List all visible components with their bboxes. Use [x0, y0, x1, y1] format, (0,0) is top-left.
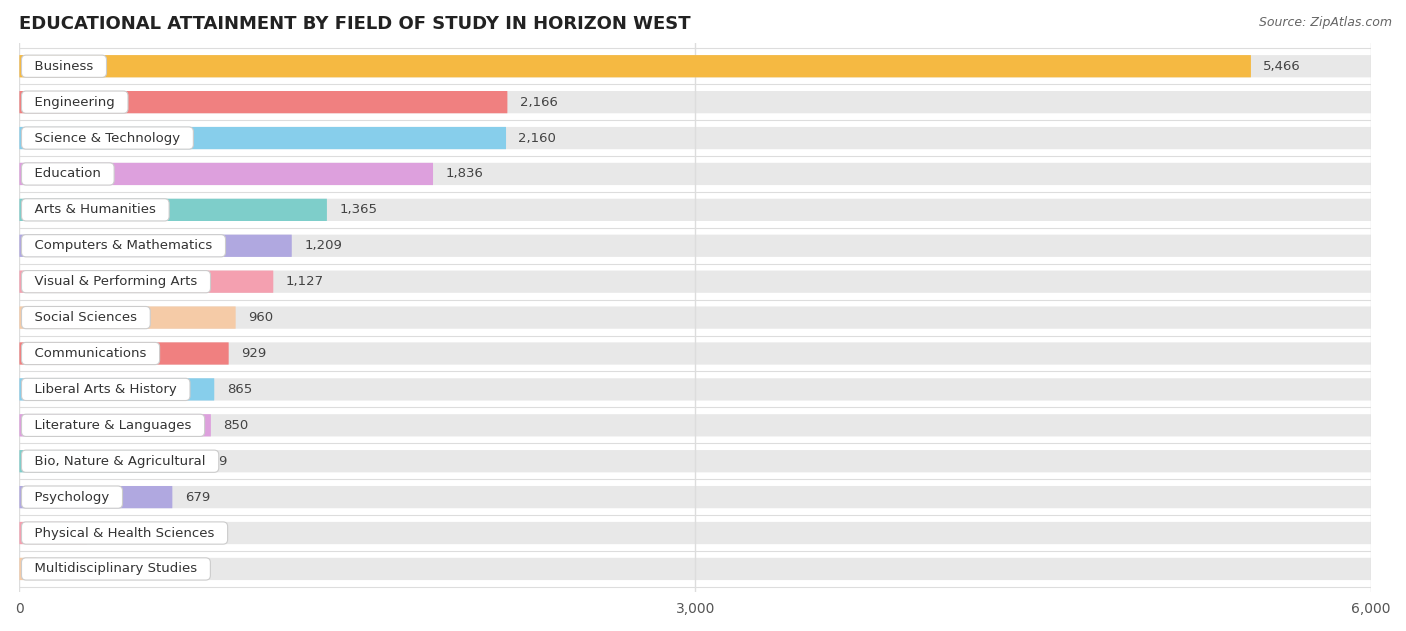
Text: Social Sciences: Social Sciences [27, 311, 146, 324]
Text: 759: 759 [202, 455, 228, 468]
Text: 5,466: 5,466 [1264, 60, 1301, 73]
FancyBboxPatch shape [20, 378, 214, 401]
Text: 865: 865 [226, 383, 252, 396]
Text: Multidisciplinary Studies: Multidisciplinary Studies [27, 562, 205, 575]
FancyBboxPatch shape [20, 235, 292, 257]
FancyBboxPatch shape [20, 55, 1371, 78]
FancyBboxPatch shape [20, 91, 508, 114]
Text: 1,836: 1,836 [446, 167, 484, 180]
Text: 2,166: 2,166 [520, 96, 558, 109]
Text: 1,365: 1,365 [339, 203, 377, 216]
FancyBboxPatch shape [20, 271, 1371, 293]
FancyBboxPatch shape [20, 414, 1371, 437]
Text: Business: Business [27, 60, 101, 73]
Text: Literature & Languages: Literature & Languages [27, 419, 200, 432]
Text: 1,209: 1,209 [304, 239, 342, 252]
Text: 679: 679 [184, 491, 209, 504]
FancyBboxPatch shape [20, 486, 1371, 508]
Text: Arts & Humanities: Arts & Humanities [27, 203, 165, 216]
FancyBboxPatch shape [20, 163, 433, 185]
FancyBboxPatch shape [20, 558, 1371, 580]
FancyBboxPatch shape [20, 307, 236, 329]
Text: Liberal Arts & History: Liberal Arts & History [27, 383, 186, 396]
FancyBboxPatch shape [20, 91, 1371, 114]
Text: 300: 300 [100, 526, 125, 540]
FancyBboxPatch shape [20, 127, 506, 149]
Text: 2,160: 2,160 [519, 131, 557, 144]
FancyBboxPatch shape [20, 235, 1371, 257]
Text: Source: ZipAtlas.com: Source: ZipAtlas.com [1258, 16, 1392, 29]
Text: 75: 75 [49, 562, 66, 575]
Text: EDUCATIONAL ATTAINMENT BY FIELD OF STUDY IN HORIZON WEST: EDUCATIONAL ATTAINMENT BY FIELD OF STUDY… [20, 15, 690, 33]
FancyBboxPatch shape [20, 450, 190, 473]
Text: Bio, Nature & Agricultural: Bio, Nature & Agricultural [27, 455, 214, 468]
Text: 960: 960 [247, 311, 273, 324]
FancyBboxPatch shape [20, 343, 229, 365]
Text: 850: 850 [224, 419, 249, 432]
FancyBboxPatch shape [20, 378, 1371, 401]
FancyBboxPatch shape [20, 271, 273, 293]
Text: Computers & Mathematics: Computers & Mathematics [27, 239, 221, 252]
FancyBboxPatch shape [20, 307, 1371, 329]
FancyBboxPatch shape [20, 558, 37, 580]
Text: 1,127: 1,127 [285, 275, 323, 288]
FancyBboxPatch shape [20, 522, 1371, 544]
Text: Science & Technology: Science & Technology [27, 131, 188, 144]
FancyBboxPatch shape [20, 127, 1371, 149]
FancyBboxPatch shape [20, 522, 87, 544]
Text: Engineering: Engineering [27, 96, 124, 109]
Text: Education: Education [27, 167, 110, 180]
FancyBboxPatch shape [20, 199, 1371, 221]
FancyBboxPatch shape [20, 163, 1371, 185]
Text: Visual & Performing Arts: Visual & Performing Arts [27, 275, 205, 288]
FancyBboxPatch shape [20, 199, 328, 221]
FancyBboxPatch shape [20, 486, 173, 508]
FancyBboxPatch shape [20, 450, 1371, 473]
FancyBboxPatch shape [20, 343, 1371, 365]
Text: Physical & Health Sciences: Physical & Health Sciences [27, 526, 224, 540]
FancyBboxPatch shape [20, 55, 1251, 78]
Text: 929: 929 [240, 347, 266, 360]
Text: Communications: Communications [27, 347, 155, 360]
Text: Psychology: Psychology [27, 491, 118, 504]
FancyBboxPatch shape [20, 414, 211, 437]
